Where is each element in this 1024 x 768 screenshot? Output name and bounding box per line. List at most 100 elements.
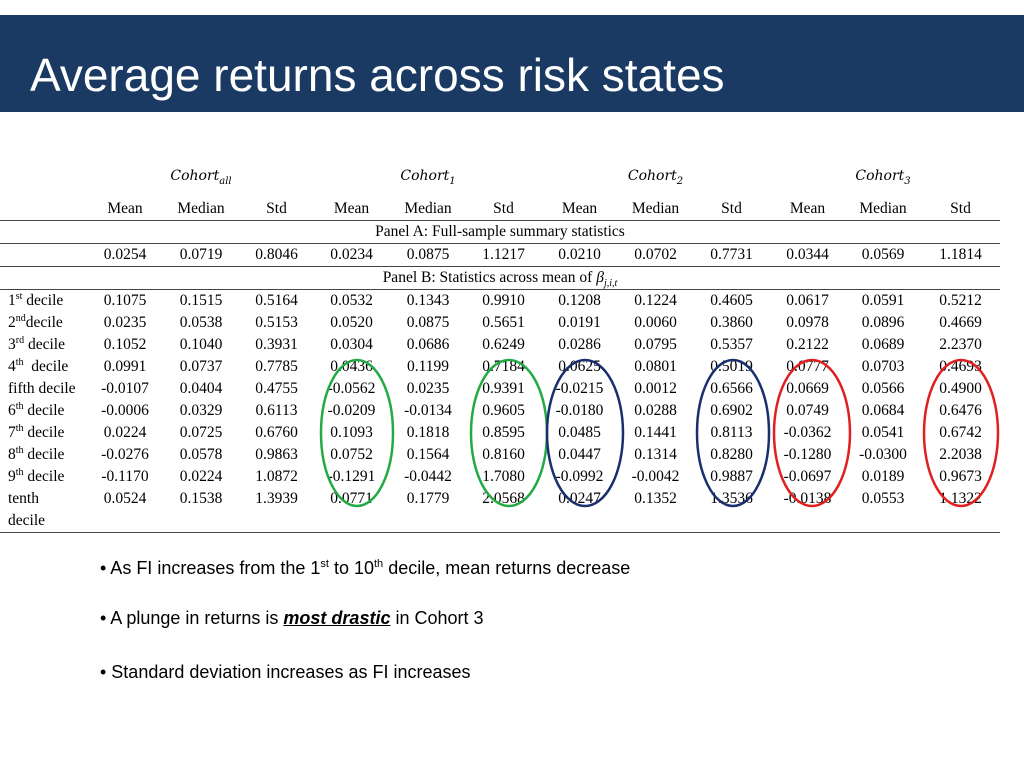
table-cell: 0.0060 [634, 313, 677, 331]
stat-header-cell: Mean [313, 197, 390, 221]
table-cell: 0.9391 [482, 379, 525, 397]
table-cell: -0.0138 [783, 489, 832, 507]
table-cell: 1.0872 [255, 467, 298, 485]
table-cell: 0.9605 [482, 401, 525, 419]
table-cell: 0.0703 [861, 357, 905, 375]
row-label: tenth [8, 489, 39, 507]
table-cell: 0.4669 [939, 313, 982, 331]
table-cell: 0.1352 [634, 489, 677, 507]
table-cell: 0.0224 [179, 467, 223, 485]
table-cell: -0.0209 [327, 401, 376, 419]
table-cell: 0.0617 [786, 291, 829, 309]
table-cell: 0.8280 [710, 445, 753, 463]
table-row: 8th decile -0.0276 0.0578 0.9863 0.0752 0.156… [0, 444, 1000, 466]
cohort-2-header: Cohort2 [627, 168, 684, 187]
table-cell: 0.6742 [939, 423, 982, 441]
row-label: fifth decile [8, 379, 76, 397]
table-cell: 0.1779 [406, 489, 450, 507]
table-cell: 0.0553 [861, 489, 905, 507]
table-cell: 0.0749 [786, 401, 829, 419]
table-cell: 0.0686 [406, 335, 450, 353]
table-row: 1st decile 0.1075 0.1515 0.5164 0.0532 0.1343… [0, 289, 1000, 312]
table-row: 3rd decile 0.1052 0.1040 0.3931 0.0304 0.0686… [0, 334, 1000, 356]
cohort-1-header: Cohort1 [400, 168, 456, 187]
panel-a-title-row: Panel A: Full-sample summary statistics [0, 220, 1000, 244]
table-cell: -0.0107 [101, 379, 149, 397]
table-cell: 0.0436 [330, 357, 373, 375]
table-cell: 0.0247 [558, 489, 601, 507]
table-cell: -0.0562 [327, 379, 376, 397]
table-cell: 0.0737 [179, 357, 223, 375]
panel-a-value: 0.7731 [693, 243, 770, 267]
table-cell: -0.1170 [101, 467, 149, 485]
table-cell: 0.4900 [939, 379, 982, 397]
table-cell: 0.1343 [406, 291, 450, 309]
table-cell: 0.1199 [406, 357, 450, 375]
bullet-2: • A plunge in returns is most drastic in… [100, 608, 484, 628]
table-cell: 0.0566 [861, 379, 905, 397]
table-cell: 2.2370 [939, 335, 982, 353]
table-cell: 0.0795 [634, 335, 677, 353]
table-cell: -0.1280 [783, 445, 832, 463]
table-row: 9th decile -0.1170 0.0224 1.0872 -0.1291 -0.0… [0, 466, 1000, 488]
statistics-table: Cohortall Cohort1 Cohort2 Cohort3 Mean Me… [0, 160, 1000, 533]
table-cell: 0.0191 [558, 313, 601, 331]
table-cell: 2.2038 [939, 445, 982, 463]
table-cell: 0.7785 [255, 357, 298, 375]
table-cell: 0.5651 [482, 313, 525, 331]
table-cell: 0.0578 [179, 445, 223, 463]
table-cell: 0.6902 [710, 401, 753, 419]
table-cell: 0.5357 [710, 335, 753, 353]
table-cell: 0.0288 [634, 401, 677, 419]
table-row: 7th decile 0.0224 0.0725 0.6760 0.1093 0.1818… [0, 422, 1000, 444]
table-cell: -0.0276 [101, 445, 149, 463]
bullet-3: • Standard deviation increases as FI inc… [100, 662, 471, 682]
table-cell: 0.5153 [255, 313, 298, 331]
stat-header-cell: Median [162, 197, 240, 221]
row-label: 7th decile [8, 422, 65, 441]
table-cell: 0.0625 [558, 357, 601, 375]
panel-b-title: Panel B: Statistics across mean of βj,i,… [0, 266, 1000, 290]
bullet-list: • As FI increases from the 1st to 10th d… [100, 550, 630, 712]
table-cell: -0.0442 [404, 467, 452, 485]
panel-a-value: 0.0234 [313, 243, 390, 267]
table-cell: 0.0875 [406, 313, 450, 331]
table-cell: -0.0042 [631, 467, 680, 485]
table-cell: 0.0684 [861, 401, 905, 419]
panel-a-value: 0.0344 [770, 243, 845, 267]
row-label: 2nddecile [8, 312, 63, 331]
table-cell: 0.5019 [710, 357, 753, 375]
table-cell: 0.0404 [179, 379, 223, 397]
panel-a-value: 0.8046 [240, 243, 313, 267]
panel-a-value: 1.1217 [466, 243, 541, 267]
table-cell: 0.0591 [861, 291, 905, 309]
table-cell: 0.1208 [558, 291, 601, 309]
table-cell: 0.1564 [406, 445, 450, 463]
row-label: 1st decile [8, 290, 64, 309]
panel-a-value: 0.0569 [845, 243, 921, 267]
table-cell: 0.7184 [482, 357, 525, 375]
last-label-row: decile [0, 509, 1000, 533]
table-cell: 0.6476 [939, 401, 982, 419]
table-cell: 1.3536 [710, 489, 753, 507]
table-cell: 0.0485 [558, 423, 601, 441]
stat-header-row: Mean Median Std Mean Median Std Mean Median Std M… [0, 197, 1000, 221]
panel-a-value: 0.0875 [390, 243, 466, 267]
table-cell: 0.0771 [330, 489, 373, 507]
table-cell: 0.0669 [786, 379, 829, 397]
panel-a-title: Panel A: Full-sample summary statistics [0, 220, 1000, 244]
table-cell: 0.1040 [179, 335, 223, 353]
table-cell: 0.0235 [103, 313, 147, 331]
table-cell: 0.0725 [179, 423, 223, 441]
table-cell: 0.6113 [255, 401, 298, 419]
table-cell: 0.0896 [861, 313, 905, 331]
table-cell: 0.0304 [330, 335, 373, 353]
table-cell: 0.8113 [710, 423, 753, 441]
table-cell: 0.4605 [710, 291, 753, 309]
table-cell: 0.1075 [103, 291, 147, 309]
table-cell: 0.9887 [710, 467, 753, 485]
table-cell: 0.6566 [710, 379, 753, 397]
table-cell: 0.9673 [939, 467, 982, 485]
row-label: 4th decile [8, 356, 69, 375]
table-cell: 0.4693 [939, 357, 982, 375]
